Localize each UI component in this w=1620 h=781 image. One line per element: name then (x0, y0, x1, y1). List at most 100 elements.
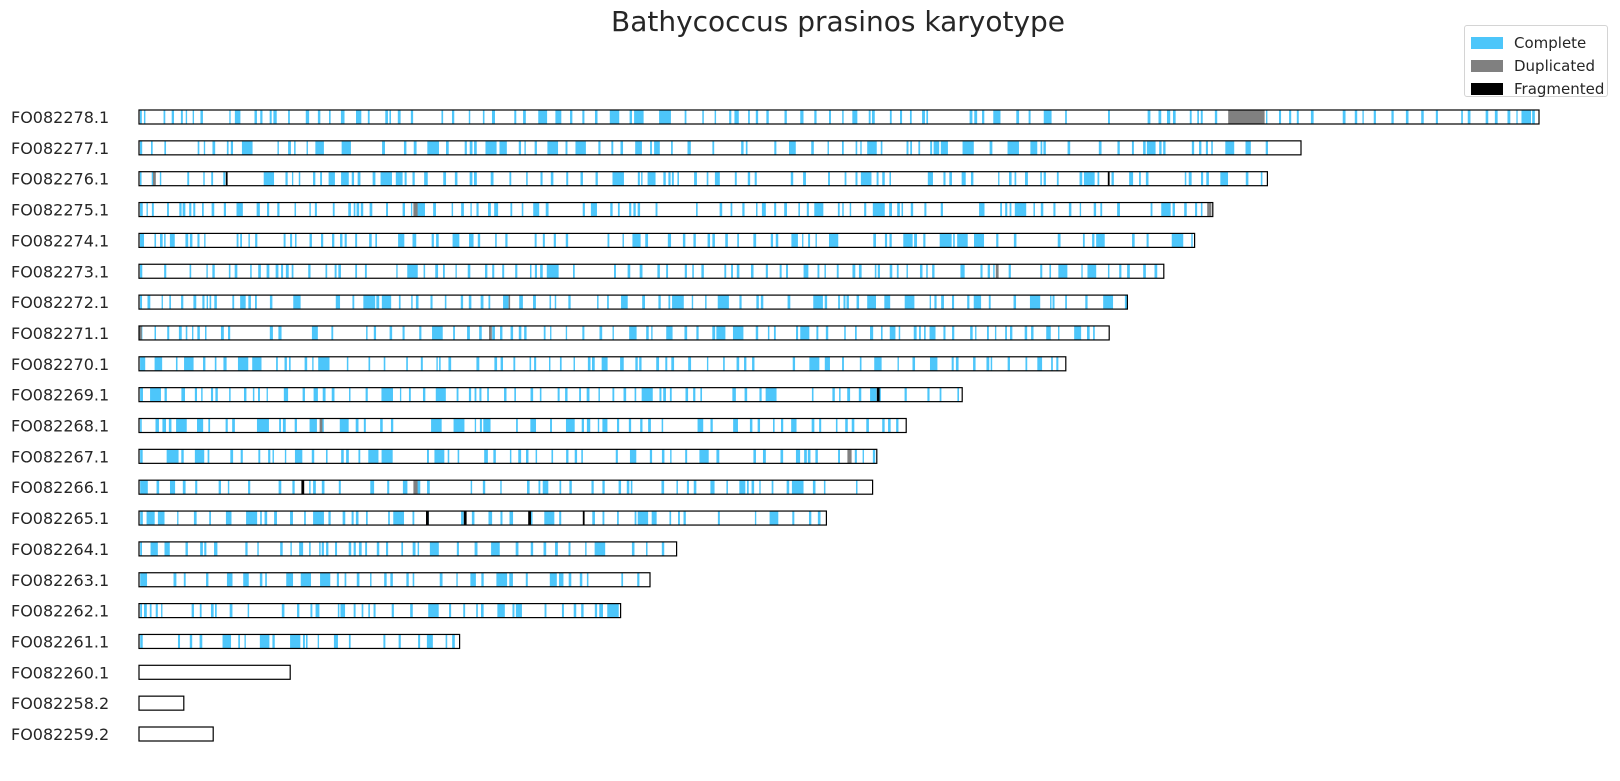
complete-mark (500, 480, 502, 495)
complete-mark (1461, 110, 1463, 124)
complete-mark (319, 541, 321, 556)
complete-mark (941, 295, 944, 310)
complete-mark (308, 264, 311, 279)
complete-mark (661, 480, 665, 495)
complete-mark (1057, 233, 1061, 248)
complete-mark (597, 295, 599, 310)
complete-mark (442, 264, 445, 279)
complete-mark (1117, 202, 1120, 217)
complete-mark (707, 233, 711, 248)
complete-mark (255, 295, 257, 310)
complete-mark (771, 480, 774, 495)
complete-mark (693, 480, 697, 495)
complete-mark (897, 356, 899, 371)
complete-mark (140, 387, 143, 402)
complete-mark (404, 171, 407, 186)
complete-mark (726, 480, 728, 495)
complete-mark (969, 110, 973, 124)
complete-mark (355, 418, 359, 433)
complete-mark (627, 264, 631, 279)
duplicated-mark (413, 480, 418, 495)
complete-mark (1082, 233, 1085, 248)
complete-mark (1040, 264, 1043, 279)
complete-mark (435, 387, 446, 402)
complete-mark (586, 418, 591, 433)
complete-mark (203, 171, 205, 186)
complete-mark (298, 171, 301, 186)
chromosome-label: FO082275.1 (11, 201, 109, 220)
complete-mark (311, 325, 318, 340)
complete-mark (901, 202, 904, 217)
complete-mark (258, 387, 260, 402)
complete-mark (565, 233, 569, 248)
complete-mark (358, 541, 362, 556)
complete-mark (996, 233, 999, 248)
complete-mark (844, 171, 847, 186)
complete-mark (736, 356, 740, 371)
complete-mark (1163, 140, 1166, 155)
complete-mark (515, 541, 519, 556)
complete-mark (494, 202, 499, 217)
complete-mark (494, 356, 498, 371)
complete-mark (413, 140, 417, 155)
chromosome-bar (138, 356, 1067, 372)
complete-mark (650, 140, 652, 155)
complete-mark (1079, 202, 1082, 217)
complete-mark (433, 202, 436, 217)
complete-mark (154, 233, 157, 248)
complete-mark (277, 140, 279, 155)
complete-mark (187, 171, 190, 186)
complete-mark (185, 110, 188, 124)
complete-mark (360, 202, 364, 217)
complete-mark (663, 387, 666, 402)
complete-mark (888, 418, 891, 433)
complete-mark (988, 295, 991, 310)
complete-mark (889, 325, 896, 340)
complete-mark (160, 233, 163, 248)
complete-mark (628, 418, 632, 433)
complete-mark (1171, 233, 1184, 248)
chromosome-label: FO082266.1 (11, 478, 109, 497)
complete-mark (436, 233, 439, 248)
complete-mark (933, 140, 940, 155)
complete-mark (529, 264, 532, 279)
complete-mark (765, 387, 777, 402)
complete-mark (870, 325, 874, 340)
complete-mark (970, 171, 974, 186)
chromosome-label: FO082274.1 (11, 231, 109, 250)
complete-mark (629, 202, 632, 217)
complete-mark (705, 295, 707, 310)
complete-mark (171, 110, 175, 124)
complete-mark (773, 418, 775, 433)
complete-mark (1009, 325, 1013, 340)
complete-mark (598, 140, 601, 155)
complete-mark (979, 202, 985, 217)
complete-mark (218, 480, 221, 495)
complete-mark (1494, 110, 1498, 124)
complete-mark (304, 511, 306, 526)
complete-mark (828, 233, 839, 248)
complete-mark (617, 511, 619, 526)
complete-mark (1065, 110, 1067, 124)
complete-mark (396, 264, 398, 279)
complete-mark (796, 325, 799, 340)
complete-mark (467, 325, 470, 340)
complete-mark (592, 511, 595, 526)
complete-mark (678, 511, 680, 526)
complete-mark (798, 202, 800, 217)
complete-mark (1129, 171, 1134, 186)
complete-mark (719, 202, 723, 217)
complete-mark (712, 140, 715, 155)
complete-mark (321, 233, 324, 248)
complete-mark (356, 572, 360, 587)
chromosome-label: FO082269.1 (11, 386, 109, 405)
complete-mark (545, 202, 549, 217)
complete-mark (706, 356, 709, 371)
complete-mark (957, 387, 960, 402)
complete-mark (852, 110, 858, 124)
complete-mark (164, 233, 166, 248)
complete-mark (177, 634, 181, 649)
complete-mark (668, 171, 671, 186)
complete-mark (1067, 140, 1071, 155)
chromosome-bar (138, 263, 1165, 279)
